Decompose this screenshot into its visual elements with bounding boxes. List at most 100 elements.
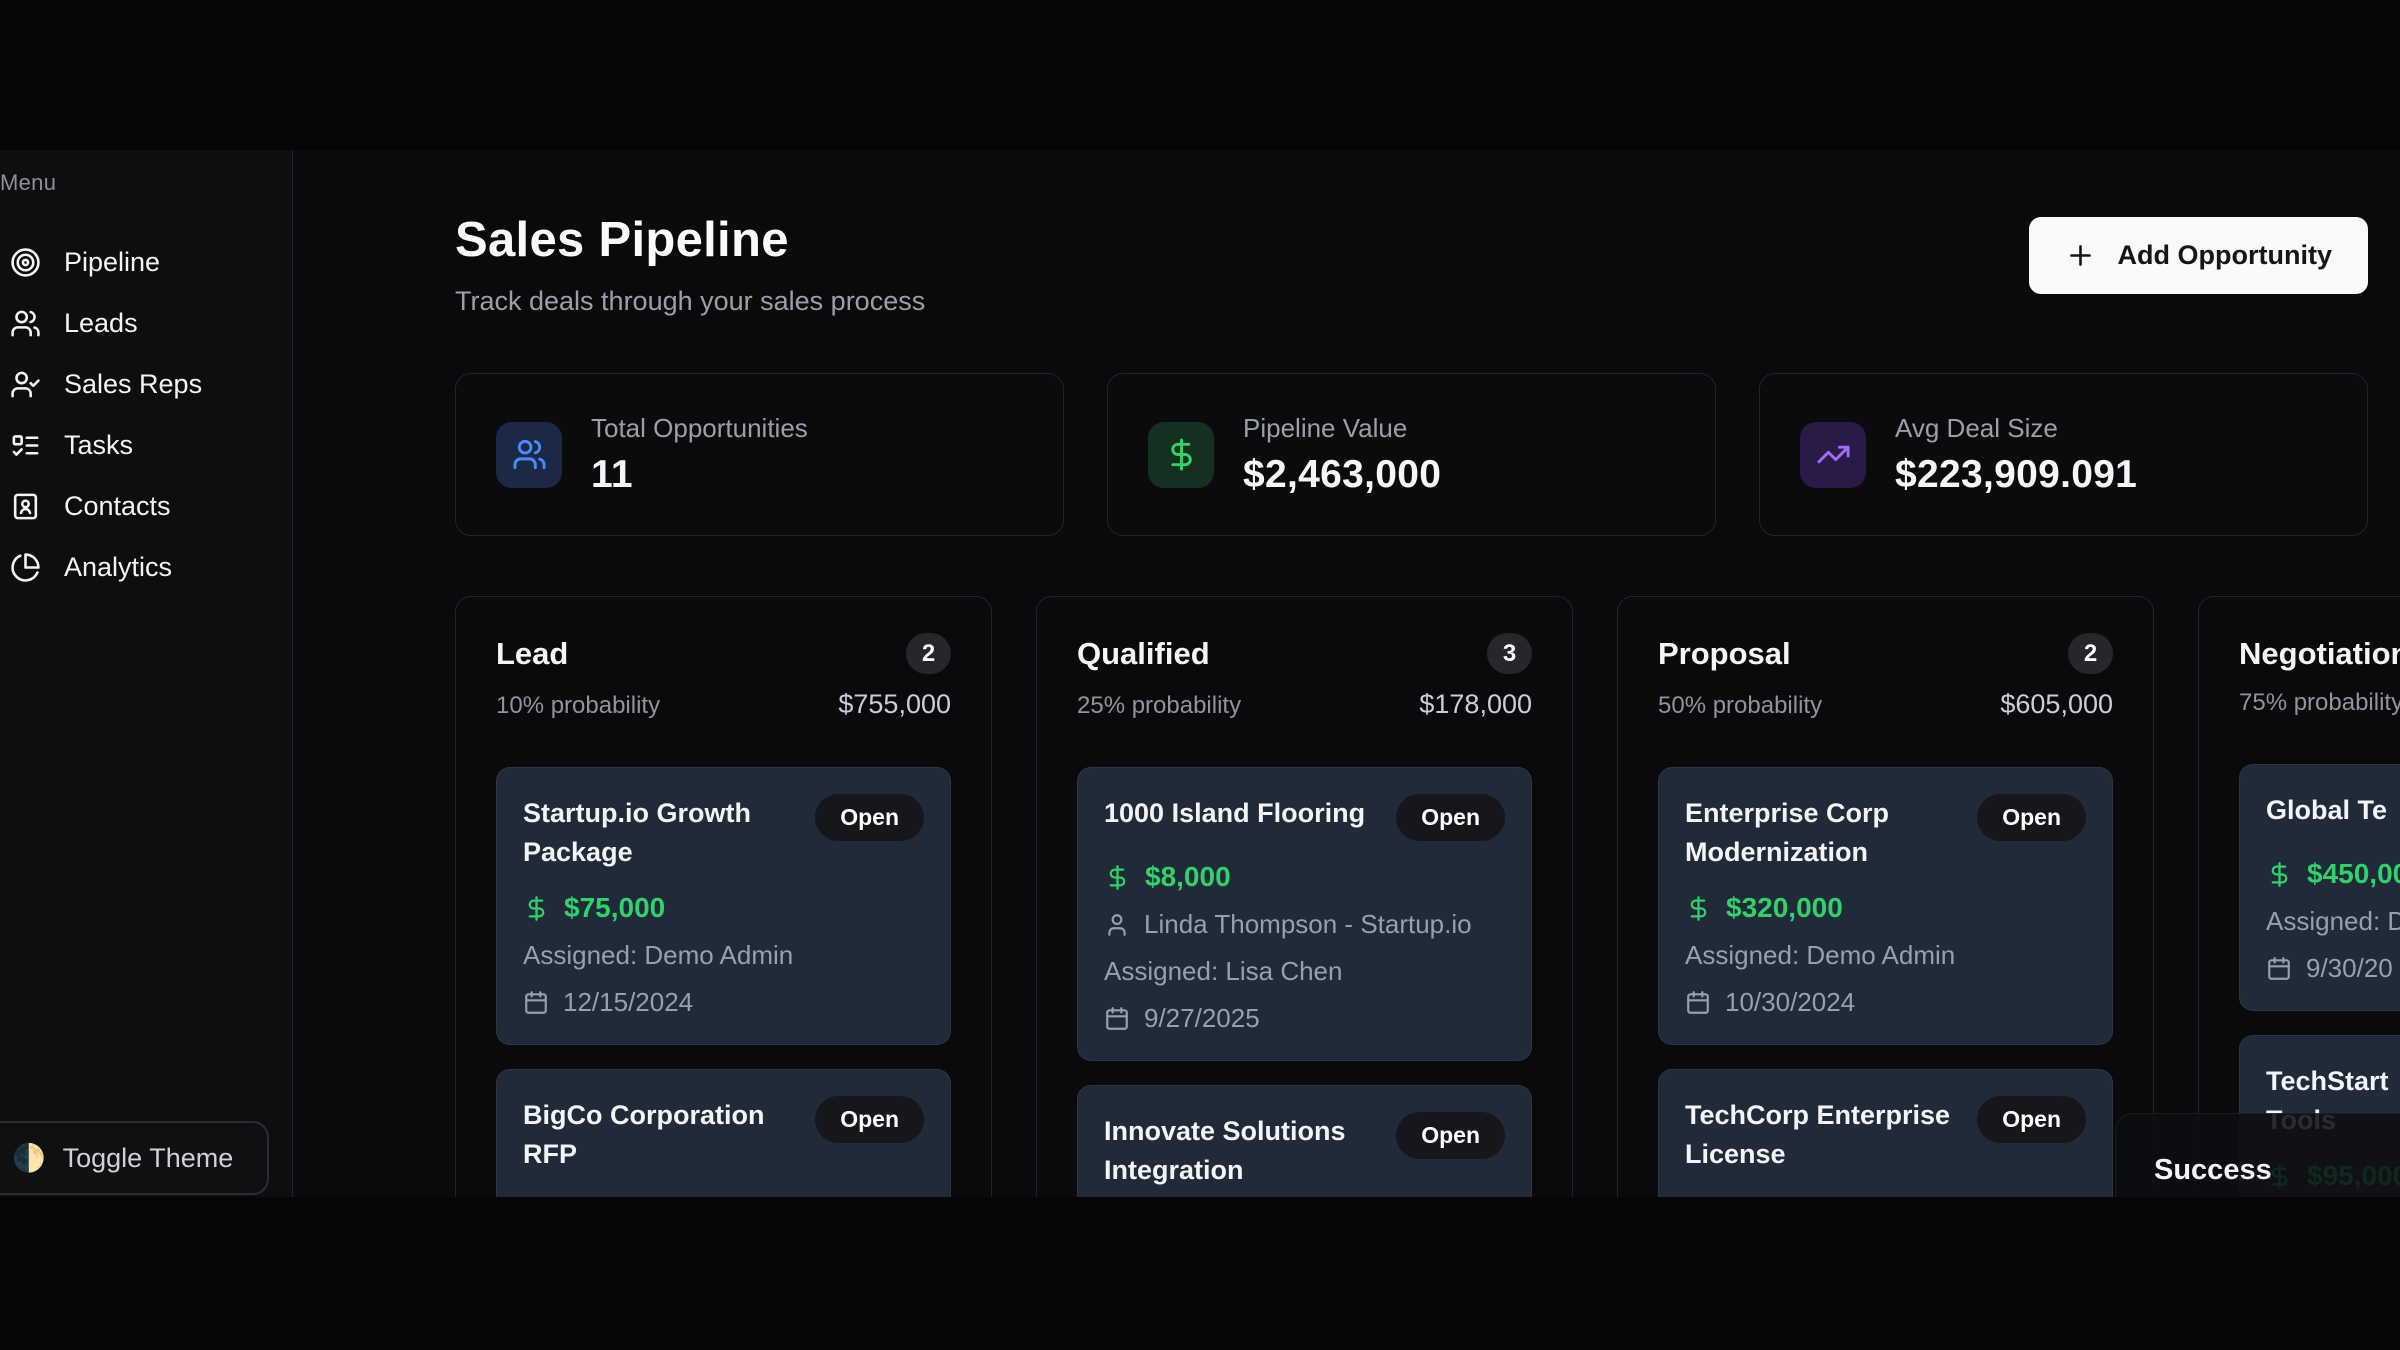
column-count-badge: 2 <box>2068 633 2113 674</box>
card-date-row: 10/30/2024 <box>1685 987 2086 1018</box>
sidebar-item-label: Analytics <box>64 552 173 582</box>
stat-label: Pipeline Value <box>1243 412 1408 443</box>
kanban-column-lead: Lead 2 10% probability $755,000 Startup.io G… <box>455 596 992 1197</box>
column-title: Proposal <box>1658 635 1791 671</box>
plus-icon <box>2065 240 2096 271</box>
column-subheader-row: 25% probability $178,000 <box>1077 689 1532 720</box>
trending-up-icon <box>1800 421 1866 488</box>
column-cards-list: Enterprise Corp Modernization Open $320,00… <box>1658 767 2113 1197</box>
card-contact-row: Linda Thompson - Startup.io <box>1104 909 1505 940</box>
status-badge: Open <box>1977 1096 2086 1144</box>
column-header-row: Negotiation <box>2239 633 2400 674</box>
card-value-row: $8,000 <box>1104 861 1505 893</box>
contact-icon <box>10 491 41 522</box>
sidebar-item-pipeline[interactable]: Pipeline <box>0 232 292 293</box>
list-todo-icon <box>10 430 41 461</box>
pie-chart-icon <box>10 552 41 583</box>
column-title: Negotiation <box>2239 635 2400 671</box>
column-probability: 50% probability <box>1658 692 1823 719</box>
stat-value: $223,909.091 <box>1895 452 2138 496</box>
column-probability: 10% probability <box>496 692 661 719</box>
sidebar-item-label: Sales Reps <box>64 369 203 399</box>
stat-text: Pipeline Value $2,463,000 <box>1243 413 1441 497</box>
stat-card-total-opportunities: Total Opportunities 11 <box>455 373 1064 536</box>
column-total-value: $755,000 <box>838 689 951 719</box>
sidebar-menu-label: Menu <box>0 170 57 195</box>
card-assigned: Assigned: Demo Admin <box>1685 940 1956 971</box>
sidebar-item-contacts[interactable]: Contacts <box>0 476 292 537</box>
calendar-icon <box>1685 990 1711 1016</box>
card-date-row: 9/30/20 <box>2266 953 2400 984</box>
calendar-icon <box>2266 956 2292 982</box>
stat-text: Total Opportunities 11 <box>591 413 808 497</box>
opportunity-card-innovate-solutions-integration[interactable]: Innovate Solutions IntegrationOpen$125,0… <box>1077 1085 1532 1197</box>
target-icon <box>10 247 41 278</box>
app-window: Menu Pipeline Leads Sales Reps Tasks Contact… <box>0 150 2400 1197</box>
card-assigned: Assigned: Demo Admin <box>523 940 794 971</box>
page-title-block: Sales Pipeline Track deals through your … <box>455 212 925 317</box>
stat-label: Avg Deal Size <box>1895 412 2058 443</box>
column-cards-list: 1000 Island Flooring Open $8,000 Linda Thom… <box>1077 767 1532 1197</box>
card-assigned-row: Assigned: Demo Admin <box>523 940 924 971</box>
card-title: BigCo Corporation RFP <box>523 1100 765 1170</box>
sidebar-item-label: Tasks <box>64 430 134 460</box>
card-title-row: 1000 Island Flooring Open <box>1104 794 1505 841</box>
dollar-sign-icon <box>1685 895 1712 922</box>
opportunity-card-techcorp-enterprise-license[interactable]: TechCorp Enterprise LicenseOpen$285,000A… <box>1658 1069 2113 1197</box>
kanban-column-qualified: Qualified 3 25% probability $178,000 1000 Is… <box>1036 596 1573 1197</box>
kanban-column-proposal: Proposal 2 50% probability $605,000 Enterpri… <box>1617 596 2154 1197</box>
stat-label: Total Opportunities <box>591 412 808 443</box>
column-probability: 25% probability <box>1077 692 1242 719</box>
card-value: $320,000 <box>1726 892 1843 924</box>
page-header: Sales Pipeline Track deals through your … <box>455 212 2368 317</box>
sidebar-item-label: Contacts <box>64 491 171 521</box>
card-value: $285,000 <box>1726 1195 1843 1197</box>
stat-value: 11 <box>591 452 633 496</box>
opportunity-card-startup-io-growth-package[interactable]: Startup.io Growth Package Open $75,000 Assi… <box>496 767 951 1046</box>
dollar-icon <box>1148 421 1214 488</box>
card-value-row: $320,000 <box>1685 892 2086 924</box>
card-value-row: $285,000 <box>1685 1195 2086 1197</box>
toggle-theme-button[interactable]: 🌓 Toggle Theme <box>0 1121 269 1195</box>
toast-title: Success <box>2154 1154 2272 1186</box>
opportunity-card-global-te[interactable]: Global TeOpen $450,00 Assigned: D 9/30/20 <box>2239 764 2400 1011</box>
calendar-icon <box>523 990 549 1016</box>
stat-value: $2,463,000 <box>1243 452 1442 496</box>
page-title: Sales Pipeline <box>455 213 789 267</box>
card-title: Enterprise Corp Modernization <box>1685 798 1890 868</box>
stat-card-pipeline-value: Pipeline Value $2,463,000 <box>1107 373 1716 536</box>
card-title: TechCorp Enterprise License <box>1685 1100 1951 1170</box>
card-value-row: $450,00 <box>2266 858 2400 890</box>
card-title-row: BigCo Corporation RFP Open <box>523 1096 924 1174</box>
column-count-badge: 2 <box>906 633 951 674</box>
card-title-row: Innovate Solutions Integration Open <box>1104 1112 1505 1190</box>
main-content: Sales Pipeline Track deals through your … <box>294 150 2400 1197</box>
sidebar-menu: Pipeline Leads Sales Reps Tasks Contacts Anal… <box>0 232 292 598</box>
stats-row: Total Opportunities 11 Pipeline Value $2,46… <box>455 373 2368 536</box>
card-value: $8,000 <box>1145 861 1231 892</box>
card-value: $75,000 <box>564 892 666 924</box>
sidebar-item-tasks[interactable]: Tasks <box>0 415 292 476</box>
toggle-theme-label: Toggle Theme <box>62 1142 234 1173</box>
opportunity-card-1000-island-flooring[interactable]: 1000 Island Flooring Open $8,000 Linda Thom… <box>1077 767 1532 1061</box>
sidebar-item-analytics[interactable]: Analytics <box>0 537 292 598</box>
opportunity-card-bigco-corporation-rfp[interactable]: BigCo Corporation RFPOpen$680,000Assigne… <box>496 1069 951 1197</box>
status-badge: Open <box>815 794 924 841</box>
sidebar-item-leads[interactable]: Leads <box>0 293 292 354</box>
card-assigned-row: Assigned: Lisa Chen <box>1104 956 1505 987</box>
column-title: Lead <box>496 635 569 671</box>
card-date: 9/27/2025 <box>1144 1003 1260 1033</box>
column-probability: 75% probability <box>2239 689 2400 716</box>
add-opportunity-button[interactable]: Add Opportunity <box>2028 217 2368 294</box>
sidebar-item-sales-reps[interactable]: Sales Reps <box>0 354 292 415</box>
success-toast: Success <box>2115 1113 2400 1197</box>
card-date-row: 12/15/2024 <box>523 987 924 1018</box>
opportunity-card-enterprise-corp-modernization[interactable]: Enterprise Corp Modernization Open $320,00… <box>1658 767 2113 1046</box>
sidebar-item-label: Leads <box>64 308 138 338</box>
column-header-row: Lead 2 <box>496 633 951 674</box>
calendar-icon <box>1104 1006 1130 1032</box>
stat-text: Avg Deal Size $223,909.091 <box>1895 413 2137 497</box>
user-icon <box>1104 912 1130 938</box>
user-check-icon <box>10 369 41 400</box>
